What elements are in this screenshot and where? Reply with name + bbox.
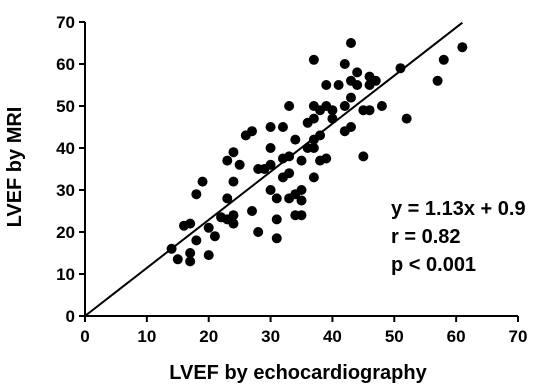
p-value: p < 0.001 [391, 254, 476, 276]
data-point [296, 210, 307, 221]
data-point [228, 210, 239, 221]
y-tick-label: 60 [56, 55, 75, 74]
data-point [234, 159, 245, 170]
data-point [345, 122, 356, 132]
data-point [339, 101, 350, 111]
data-point [222, 155, 233, 166]
x-tick-label: 50 [385, 327, 404, 346]
data-point [265, 143, 276, 153]
data-point [308, 143, 319, 153]
data-point [253, 227, 264, 237]
data-point [271, 214, 282, 225]
data-point [308, 113, 319, 124]
data-point [395, 63, 406, 74]
data-point [333, 80, 344, 90]
data-point [438, 54, 449, 65]
data-point [296, 185, 307, 195]
data-point [432, 75, 443, 86]
regression-equation: y = 1.13x + 0.9 [391, 198, 526, 220]
y-tick-label: 30 [56, 181, 75, 200]
data-point [265, 122, 276, 132]
data-point [271, 193, 282, 204]
data-point [370, 75, 381, 86]
y-tick-label: 70 [56, 13, 75, 32]
data-point [265, 159, 276, 170]
data-point [228, 176, 239, 187]
data-point [265, 185, 276, 195]
data-point [228, 218, 239, 229]
x-tick-label: 30 [261, 327, 280, 346]
data-point [364, 105, 375, 116]
x-tick-label: 60 [447, 327, 466, 346]
axes [84, 22, 518, 317]
data-point [284, 101, 295, 111]
data-point [457, 42, 468, 53]
data-point [271, 233, 282, 244]
y-axis-title: LVEF by MRI [4, 107, 26, 228]
x-tick-label: 40 [323, 327, 342, 346]
data-point [284, 151, 295, 162]
data-point [191, 235, 202, 246]
data-point [172, 254, 183, 265]
y-tick-label: 50 [56, 97, 75, 116]
data-point [315, 130, 326, 141]
data-point [203, 250, 214, 261]
y-tick-label: 10 [56, 265, 75, 284]
data-point [203, 222, 214, 233]
correlation-coefficient: r = 0.82 [391, 226, 461, 248]
data-point [247, 206, 258, 216]
regression-annotations: y = 1.13x + 0.9 r = 0.82 p < 0.001 [391, 198, 526, 276]
data-point [296, 195, 307, 206]
data-point [321, 80, 332, 90]
x-tick-label: 20 [199, 327, 218, 346]
data-point [327, 105, 338, 116]
data-point [376, 101, 387, 111]
x-axis-title: LVEF by echocardiography [169, 362, 427, 384]
x-axis-ticks: 0 10 20 30 40 50 60 70 [80, 316, 527, 346]
data-point [339, 59, 350, 69]
data-point [290, 134, 301, 145]
data-point [358, 151, 369, 162]
data-point [209, 231, 220, 242]
data-point [321, 153, 332, 164]
data-point [352, 67, 363, 78]
data-point [352, 80, 363, 90]
data-point [185, 248, 196, 258]
data-point [228, 147, 239, 158]
data-point [308, 172, 319, 183]
data-point [247, 126, 258, 137]
data-point [166, 243, 177, 254]
y-axis-ticks: 0 10 20 30 40 50 60 70 [56, 13, 85, 326]
x-tick-label: 70 [509, 327, 528, 346]
x-tick-label: 10 [137, 327, 156, 346]
data-point [327, 113, 338, 124]
data-point [185, 218, 196, 229]
x-tick-label: 0 [80, 327, 89, 346]
data-point [222, 193, 233, 204]
y-tick-label: 20 [56, 223, 75, 242]
data-point [284, 168, 295, 179]
data-point [197, 176, 208, 187]
data-point [345, 92, 356, 103]
data-point [308, 54, 319, 65]
data-point [277, 122, 288, 132]
y-tick-label: 0 [66, 307, 75, 326]
data-point [191, 189, 202, 200]
data-point [185, 256, 196, 267]
data-point [345, 38, 356, 48]
data-point [296, 155, 307, 166]
y-tick-label: 40 [56, 139, 75, 158]
data-points [166, 38, 468, 267]
data-point [401, 113, 412, 124]
